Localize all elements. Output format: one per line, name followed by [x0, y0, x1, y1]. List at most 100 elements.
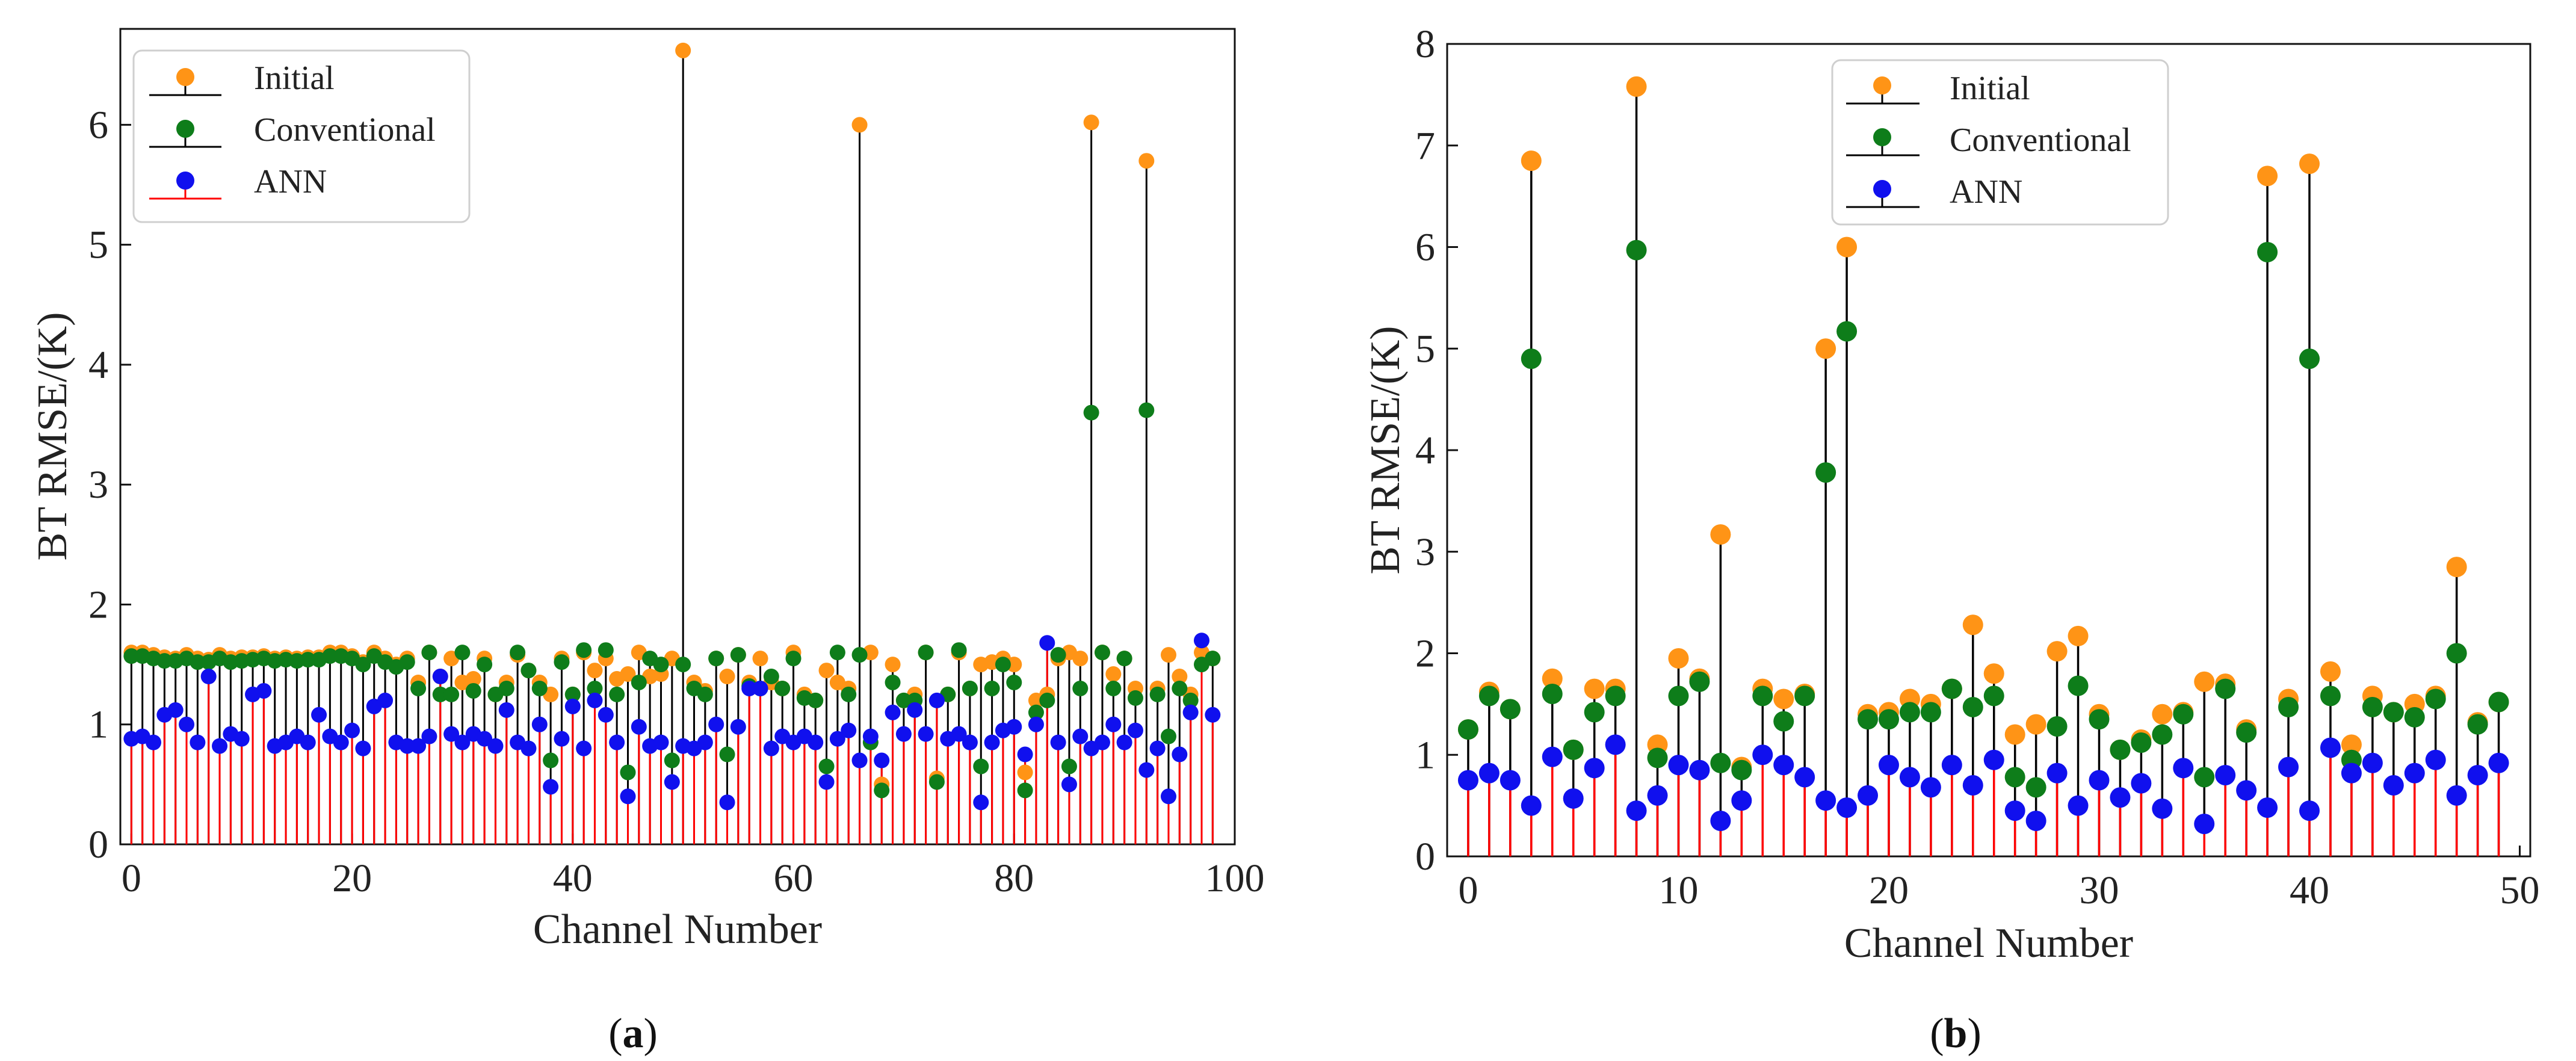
panel-a-marker-conventional: [763, 669, 779, 685]
panel-b-marker-ann: [1584, 758, 1605, 779]
panel-a-marker-ann: [1006, 719, 1022, 735]
panel-a-marker-conventional: [719, 746, 735, 762]
panel-a-marker-ann: [829, 731, 845, 747]
panel-a-marker-ann: [609, 734, 625, 750]
panel-b-legend-entry-ann: ANN: [1846, 173, 2022, 211]
panel-a-marker-conventional: [465, 682, 481, 699]
panel-a-marker-ann: [708, 716, 724, 732]
panel-a-marker-ann: [885, 704, 901, 720]
panel-a-marker-conventional: [1172, 680, 1188, 696]
panel-a-marker-ann: [951, 726, 967, 742]
panel-a-marker-conventional: [1061, 758, 1077, 775]
panel-b-marker-ann: [1920, 777, 1941, 798]
panel-b-marker-initial: [2004, 724, 2025, 745]
panel-b-marker-ann: [1983, 749, 2004, 770]
panel-a-marker-conventional: [808, 692, 824, 708]
panel-a-x-tick-label: 60: [774, 856, 814, 900]
panel-a-marker-conventional: [598, 642, 614, 658]
panel-b-marker-conventional: [1794, 685, 1815, 707]
panel-b-marker-ann: [1836, 797, 1858, 818]
panel-b-marker-ann: [2467, 765, 2488, 785]
panel-b-x-tick-label: 40: [2290, 868, 2329, 912]
panel-a-marker-ann: [576, 740, 592, 756]
panel-b-y-tick-label: 0: [1415, 835, 1435, 879]
panel-b-marker-initial: [1542, 668, 1563, 689]
panel-b-marker-initial: [1521, 150, 1542, 172]
panel-b-marker-initial: [1773, 688, 1794, 710]
panel-b-marker-conventional: [2089, 709, 2110, 730]
panel-a-tick-labels: 0 20 40 60 80 100 0 1 2 3 4 5 6: [88, 103, 1265, 900]
panel-b-marker-conventional: [2173, 704, 2194, 725]
panel-b-marker-ann: [2404, 762, 2425, 784]
panel-b-marker-conventional: [1647, 747, 1668, 769]
panel-a-marker-initial: [620, 666, 636, 682]
panel-b-marker-ann: [1899, 767, 1920, 788]
panel-a-x-axis-title: Channel Number: [533, 906, 822, 953]
panel-b-marker-ann: [1626, 800, 1647, 821]
panel-b-marker-initial: [2446, 557, 2467, 578]
panel-b-marker-ann: [1457, 770, 1478, 791]
panel-b-marker-conventional: [1457, 719, 1478, 740]
panel-b-marker-conventional: [2194, 767, 2215, 788]
panel-a-marker-ann: [543, 779, 559, 795]
panel-b-y-tick-label: 5: [1415, 327, 1435, 371]
panel-b-marker-conventional: [1605, 685, 1626, 707]
panel-b-marker-conventional: [2299, 348, 2320, 370]
panel-a-marker-ann: [928, 692, 945, 708]
panel-b-marker-conventional: [1962, 696, 1983, 717]
panel-a-marker-initial: [1083, 114, 1099, 131]
panel-a-marker-conventional: [675, 657, 691, 673]
panel-a-y-tick-label: 3: [88, 463, 108, 507]
panel-b-markers: [1457, 76, 2509, 834]
panel-b-chart: 0 10 20 30 40 50 0 1 2 3 4 5 6 7 8 Initial Conventiona…: [1362, 22, 2540, 1057]
legend-label-conventional: Conventional: [254, 111, 436, 149]
legend-marker-initial: [176, 68, 194, 86]
panel-b-marker-initial: [2152, 704, 2173, 725]
panel-a-marker-ann: [697, 734, 713, 750]
panel-a-marker-ann: [1017, 746, 1033, 762]
panel-a-marker-initial: [1072, 651, 1089, 667]
panel-b-marker-conventional: [2046, 716, 2068, 737]
panel-a-marker-conventional: [708, 651, 724, 667]
panel-b-marker-conventional: [1983, 685, 2004, 707]
legend-marker-ann: [176, 172, 194, 190]
panel-b-marker-initial: [2068, 625, 2089, 646]
panel-a-marker-conventional: [1083, 404, 1099, 421]
panel-a-marker-ann: [300, 734, 316, 750]
panel-a-marker-conventional: [1039, 692, 1055, 708]
panel-a-marker-conventional: [432, 686, 448, 702]
panel-a-x-tick-label: 40: [553, 856, 593, 900]
panel-a-marker-ann: [1116, 734, 1132, 750]
panel-a-marker-conventional: [1127, 690, 1143, 706]
panel-a-marker-ann: [344, 722, 360, 738]
panel-b-marker-conventional: [1899, 702, 1920, 723]
panel-b-tick-labels: 0 10 20 30 40 50 0 1 2 3 4 5 6 7 8: [1415, 22, 2540, 912]
panel-a-marker-ann: [311, 707, 327, 723]
panel-a-marker-conventional: [1072, 680, 1089, 696]
panel-b-y-tick-label: 2: [1415, 632, 1435, 676]
panel-a-legend-entry-conventional: Conventional: [149, 111, 436, 149]
panel-a-x-tick-label: 100: [1205, 856, 1265, 900]
panel-a-marker-ann: [355, 740, 371, 756]
panel-b-marker-ann: [1605, 734, 1626, 755]
panel-a-marker-conventional: [874, 782, 890, 799]
panel-b-marker-conventional: [2131, 732, 2152, 753]
panel-a-label-letter: a: [623, 1010, 644, 1057]
panel-a-marker-conventional: [631, 674, 647, 690]
panel-b-marker-initial: [1836, 237, 1858, 258]
panel-a-marker-conventional: [620, 764, 636, 781]
panel-b-marker-ann: [2068, 795, 2089, 816]
panel-a-marker-ann: [1105, 716, 1122, 732]
panel-a-marker-conventional: [1149, 686, 1166, 702]
panel-a-marker-ann: [763, 740, 779, 756]
panel-a-marker-ann: [587, 692, 603, 708]
panel-b-marker-initial: [2025, 714, 2046, 735]
panel-a-marker-conventional: [664, 752, 680, 769]
panel-a-marker-ann: [907, 702, 923, 718]
panel-b-marker-ann: [1521, 795, 1542, 816]
panel-b-marker-conventional: [1584, 702, 1605, 723]
panel-b-marker-ann: [2446, 785, 2467, 806]
panel-a-y-tick-label: 4: [88, 343, 108, 387]
panel-b-marker-ann: [2383, 775, 2404, 796]
panel-a-marker-conventional: [300, 652, 316, 668]
